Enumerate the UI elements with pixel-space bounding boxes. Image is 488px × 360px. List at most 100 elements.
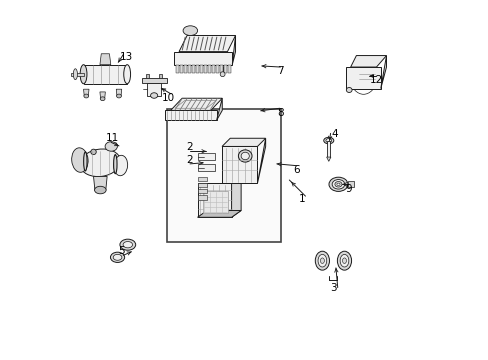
- Polygon shape: [222, 147, 257, 183]
- Ellipse shape: [80, 149, 121, 176]
- Text: 7: 7: [276, 66, 283, 76]
- Ellipse shape: [80, 65, 87, 84]
- Polygon shape: [187, 64, 190, 73]
- Text: 11: 11: [106, 134, 119, 143]
- Polygon shape: [224, 64, 227, 73]
- Polygon shape: [197, 164, 215, 171]
- Ellipse shape: [120, 239, 135, 250]
- Ellipse shape: [340, 255, 348, 267]
- Ellipse shape: [238, 150, 251, 162]
- Text: 9: 9: [345, 184, 351, 194]
- Polygon shape: [212, 64, 215, 73]
- Polygon shape: [197, 183, 206, 187]
- Ellipse shape: [123, 242, 132, 248]
- Text: 2: 2: [186, 154, 193, 165]
- Ellipse shape: [72, 148, 88, 172]
- Ellipse shape: [123, 65, 130, 84]
- Ellipse shape: [91, 149, 96, 154]
- Ellipse shape: [110, 252, 124, 262]
- Ellipse shape: [116, 94, 121, 98]
- Ellipse shape: [220, 72, 224, 77]
- Polygon shape: [216, 98, 222, 121]
- Polygon shape: [232, 36, 235, 64]
- Polygon shape: [100, 92, 105, 99]
- Polygon shape: [197, 153, 215, 160]
- Polygon shape: [231, 176, 241, 217]
- Ellipse shape: [336, 183, 339, 185]
- Polygon shape: [346, 67, 380, 89]
- Polygon shape: [180, 64, 183, 73]
- Text: 8: 8: [276, 108, 283, 118]
- Polygon shape: [200, 64, 203, 73]
- Text: 2: 2: [186, 142, 193, 152]
- Text: 10: 10: [162, 93, 175, 103]
- Polygon shape: [197, 195, 206, 199]
- Ellipse shape: [241, 152, 249, 160]
- Polygon shape: [83, 65, 127, 84]
- Ellipse shape: [73, 69, 77, 80]
- Ellipse shape: [315, 251, 329, 270]
- Ellipse shape: [325, 139, 331, 143]
- Ellipse shape: [83, 152, 87, 171]
- Polygon shape: [220, 64, 223, 73]
- Ellipse shape: [150, 93, 157, 98]
- Ellipse shape: [342, 258, 346, 264]
- Ellipse shape: [113, 255, 122, 260]
- Ellipse shape: [346, 87, 351, 93]
- Polygon shape: [216, 64, 219, 73]
- Bar: [159, 74, 162, 78]
- Polygon shape: [147, 83, 161, 95]
- Ellipse shape: [331, 180, 344, 189]
- Polygon shape: [116, 89, 122, 96]
- Polygon shape: [170, 98, 222, 111]
- Text: 13: 13: [120, 52, 133, 62]
- Polygon shape: [350, 55, 386, 67]
- Ellipse shape: [105, 142, 117, 151]
- Polygon shape: [141, 78, 166, 83]
- Polygon shape: [100, 54, 111, 65]
- Text: 6: 6: [292, 165, 299, 175]
- Polygon shape: [164, 111, 216, 121]
- Polygon shape: [380, 55, 386, 89]
- Polygon shape: [208, 64, 211, 73]
- Polygon shape: [176, 64, 179, 73]
- Ellipse shape: [320, 258, 324, 264]
- Polygon shape: [183, 64, 186, 73]
- Ellipse shape: [84, 94, 88, 98]
- Ellipse shape: [323, 137, 333, 144]
- Polygon shape: [222, 138, 265, 147]
- Ellipse shape: [113, 154, 117, 174]
- Polygon shape: [93, 176, 107, 190]
- Ellipse shape: [94, 186, 106, 194]
- Polygon shape: [192, 64, 195, 73]
- Polygon shape: [174, 51, 232, 64]
- Bar: [203, 192, 227, 213]
- Polygon shape: [196, 64, 199, 73]
- Polygon shape: [203, 64, 206, 73]
- Polygon shape: [197, 211, 241, 217]
- Ellipse shape: [100, 97, 105, 101]
- Text: 1: 1: [299, 194, 305, 204]
- Polygon shape: [257, 138, 265, 183]
- Text: 12: 12: [369, 75, 382, 85]
- Bar: [146, 74, 149, 78]
- Ellipse shape: [114, 155, 127, 176]
- Polygon shape: [326, 140, 329, 157]
- Ellipse shape: [317, 255, 326, 267]
- Polygon shape: [83, 89, 89, 96]
- Ellipse shape: [183, 26, 197, 36]
- Polygon shape: [179, 36, 235, 51]
- Text: 4: 4: [331, 129, 337, 139]
- Polygon shape: [197, 183, 231, 217]
- Bar: [166, 109, 280, 242]
- Ellipse shape: [328, 177, 347, 192]
- Text: 3: 3: [329, 283, 336, 293]
- Polygon shape: [326, 157, 330, 161]
- Text: 5: 5: [118, 246, 124, 256]
- Polygon shape: [71, 73, 83, 76]
- Polygon shape: [228, 64, 231, 73]
- Polygon shape: [347, 181, 353, 188]
- Ellipse shape: [337, 251, 351, 270]
- Polygon shape: [197, 189, 206, 193]
- Polygon shape: [197, 177, 206, 181]
